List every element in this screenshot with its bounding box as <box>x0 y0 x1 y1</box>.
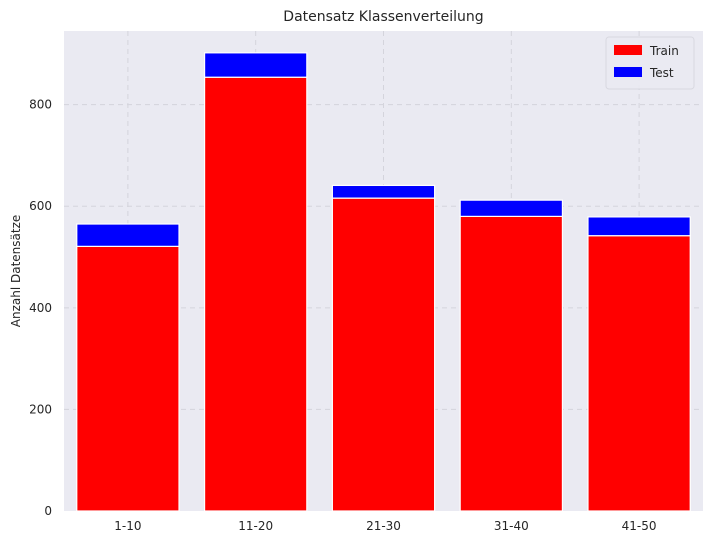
bar-train-21-30 <box>331 197 436 512</box>
legend-swatch-test <box>614 67 642 77</box>
bar-train-1-10 <box>76 245 180 512</box>
chart-title: Datensatz Klassenverteilung <box>283 9 483 25</box>
bar-test-41-50 <box>587 216 691 237</box>
legend: Train Test <box>605 36 695 90</box>
y-tick-label: 0 <box>44 504 52 518</box>
legend-label-train: Train <box>649 44 679 58</box>
legend-label-test: Test <box>649 66 674 80</box>
y-tick-label: 400 <box>29 301 52 315</box>
y-tick-label: 200 <box>29 402 52 416</box>
x-tick-label: 41-50 <box>622 519 657 533</box>
bars <box>76 52 691 512</box>
x-tick-label: 11-20 <box>238 519 273 533</box>
bar-test-21-30 <box>331 184 436 199</box>
bar-train-41-50 <box>587 235 691 512</box>
x-tick-labels: 1-10 11-20 21-30 31-40 41-50 <box>114 519 656 533</box>
x-tick-label: 21-30 <box>366 519 401 533</box>
x-tick-label: 31-40 <box>494 519 529 533</box>
bar-train-11-20 <box>203 76 308 512</box>
bar-test-11-20 <box>203 52 308 78</box>
y-tick-label: 600 <box>29 199 52 213</box>
bar-test-1-10 <box>76 223 180 247</box>
bar-train-31-40 <box>459 215 564 512</box>
y-tick-label: 800 <box>29 98 52 112</box>
y-axis-label: Anzahl Datensätze <box>9 215 23 328</box>
x-tick-label: 1-10 <box>114 519 141 533</box>
legend-swatch-train <box>614 45 642 55</box>
y-tick-labels: 0 200 400 600 800 <box>29 98 52 518</box>
bar-test-31-40 <box>459 199 564 217</box>
